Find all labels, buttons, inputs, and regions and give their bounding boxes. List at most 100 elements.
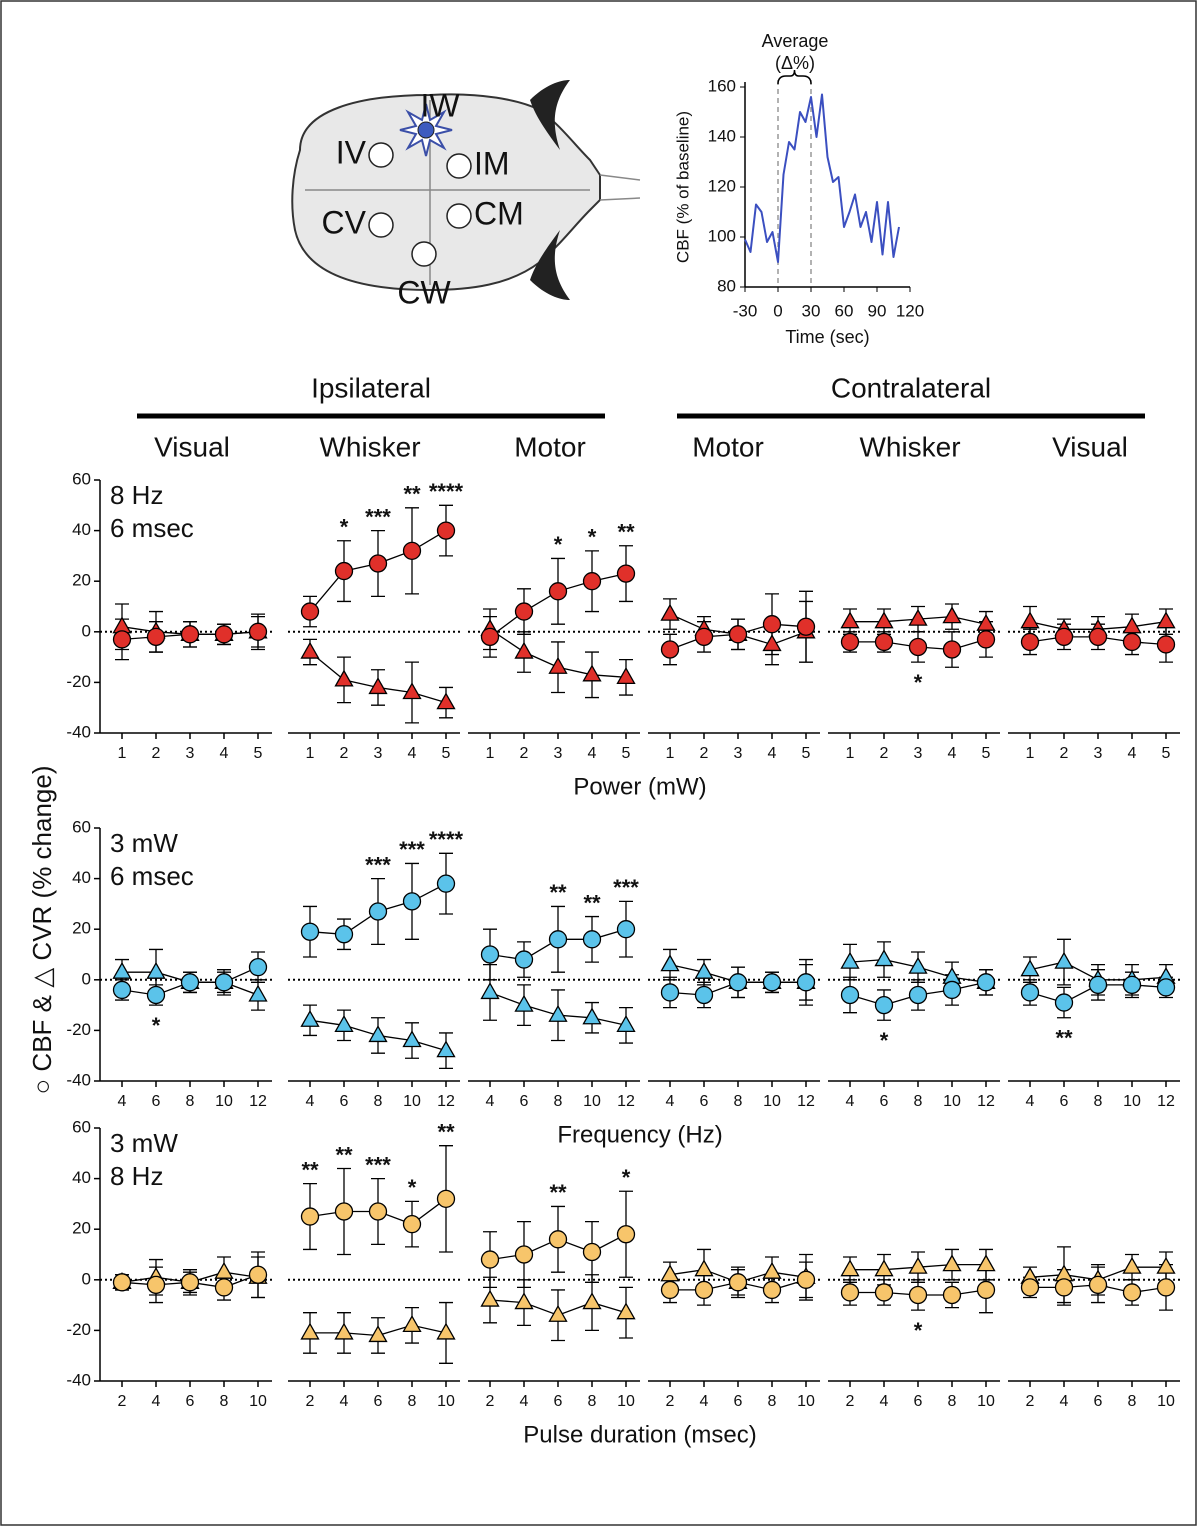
- window: [411, 241, 437, 267]
- x-tick-label: 6: [1060, 1093, 1069, 1110]
- cbf-marker: [1122, 1283, 1142, 1302]
- window: [446, 203, 472, 229]
- x-tick-label: 4: [948, 745, 957, 762]
- x-tick-label: 3: [1094, 745, 1103, 762]
- cbf-marker: [334, 925, 354, 944]
- cbf-marker: [616, 1225, 636, 1244]
- cbf-marker: [1020, 983, 1040, 1002]
- x-tick-label: 1: [846, 745, 855, 762]
- x-tick-label: 2: [340, 745, 349, 762]
- cbf-marker: [436, 1189, 456, 1208]
- cvr-marker: [976, 1254, 996, 1272]
- x-tick-label: 6: [880, 1093, 889, 1110]
- significance: **: [403, 482, 421, 507]
- cbf-marker: [796, 617, 816, 636]
- cbf-marker: [180, 625, 200, 644]
- cvr-marker: [402, 1315, 422, 1332]
- x-tick-label: 5: [622, 745, 631, 762]
- cbf-marker: [616, 920, 636, 939]
- cbf-marker: [214, 973, 234, 992]
- x-tick-label: 4: [880, 1393, 889, 1410]
- x-tick-label: 8: [768, 1393, 777, 1410]
- cvr-marker: [908, 608, 928, 626]
- significance: ***: [399, 837, 425, 862]
- significance: *: [914, 670, 923, 695]
- cvr-marker: [514, 1292, 534, 1310]
- cvr-marker: [582, 664, 602, 682]
- cvr-marker: [1054, 951, 1074, 969]
- cvr-marker: [368, 1325, 388, 1343]
- site-label: IV: [336, 134, 367, 170]
- significance: ***: [365, 852, 391, 877]
- x-tick-label: 10: [215, 1093, 233, 1110]
- cbf-marker: [796, 973, 816, 992]
- window-group: [368, 142, 472, 267]
- cvr-marker: [436, 1322, 456, 1340]
- cvr-marker: [1020, 611, 1040, 629]
- x-tick-label: 5: [982, 745, 991, 762]
- region-title: Whisker: [319, 431, 420, 462]
- significance: ***: [365, 504, 391, 529]
- cbf-marker: [942, 1285, 962, 1305]
- x-tick-label: 6: [186, 1393, 195, 1410]
- cbf-marker: [582, 572, 602, 591]
- window: [368, 142, 394, 168]
- cbf-marker: [1088, 627, 1108, 647]
- y-tick-label: -20: [66, 1320, 91, 1339]
- cbf-marker: [942, 640, 962, 659]
- significance: ***: [613, 875, 639, 900]
- cvr-marker: [436, 1040, 456, 1058]
- x-tick-label: 4: [220, 745, 229, 762]
- x-tick-label: 5: [442, 745, 451, 762]
- cvr-marker: [616, 1015, 636, 1032]
- cbf-marker: [214, 1278, 234, 1297]
- significance: *: [622, 1165, 631, 1190]
- x-tick-label: 10: [943, 1093, 961, 1110]
- x-tick-label: 2: [880, 745, 889, 762]
- significance: *: [588, 525, 597, 550]
- x-tick-label: 6: [520, 1093, 529, 1110]
- cbf-marker: [874, 632, 894, 652]
- cvr-marker: [762, 1261, 782, 1279]
- cvr-marker: [514, 641, 534, 659]
- annotation: (Δ%): [775, 53, 815, 73]
- cbf-trace: [744, 93, 900, 263]
- x-tick-label: 12: [1157, 1093, 1175, 1110]
- x-tick-label: 4: [1026, 1093, 1035, 1110]
- cvr-marker: [480, 982, 500, 1000]
- x-tick-label: 10: [797, 1393, 815, 1410]
- cbf-marker: [840, 632, 860, 652]
- x-tick-label: 120: [896, 301, 924, 320]
- cvr-marker: [694, 961, 714, 979]
- cbf-marker: [480, 945, 500, 964]
- cvr-marker: [334, 1015, 354, 1032]
- cbf-marker: [1088, 1275, 1108, 1295]
- x-tick-label: 8: [1128, 1393, 1137, 1410]
- y-axis-label: ○ CBF & △ CVR (% change): [27, 765, 57, 1094]
- cbf-marker: [908, 1285, 928, 1305]
- cbf-marker: [1020, 632, 1040, 652]
- cbf-marker: [214, 625, 234, 644]
- x-tick-label: 10: [763, 1093, 781, 1110]
- y-axis-label: CBF (% of baseline): [673, 111, 692, 263]
- cvr-marker: [514, 994, 534, 1012]
- site-label: CW: [397, 274, 451, 310]
- stimulation-site: [417, 121, 435, 139]
- region-title: Visual: [1052, 431, 1128, 462]
- x-tick-label: 6: [554, 1393, 563, 1410]
- cbf-marker: [694, 985, 714, 1005]
- cvr-marker: [1156, 611, 1176, 629]
- cvr-marker: [582, 1292, 602, 1310]
- x-tick-label: 8: [374, 1093, 383, 1110]
- cbf-marker: [1122, 632, 1142, 652]
- x-tick-label: 1: [306, 745, 315, 762]
- cbf-marker: [616, 564, 636, 583]
- x-tick-label: 3: [554, 745, 563, 762]
- cbf-marker: [146, 627, 166, 647]
- significance: **: [335, 1142, 353, 1167]
- x-tick-label: 0: [773, 301, 782, 320]
- cvr-marker: [616, 1302, 636, 1320]
- cvr-marker: [436, 692, 456, 710]
- x-tick-label: 6: [734, 1393, 743, 1410]
